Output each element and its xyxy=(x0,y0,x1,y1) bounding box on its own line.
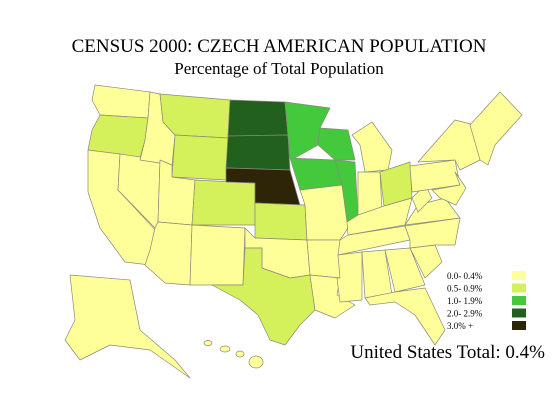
state xyxy=(336,251,363,303)
state xyxy=(364,287,446,346)
legend-label: 0.0- 0.4% xyxy=(447,271,483,281)
state xyxy=(191,179,256,226)
map-subtitle: Percentage of Total Population xyxy=(174,59,384,78)
legend-label: 0.5- 0.9% xyxy=(447,284,483,294)
state xyxy=(171,134,229,181)
us-total: United States Total: 0.4% xyxy=(350,342,545,363)
state xyxy=(384,247,426,293)
state xyxy=(299,184,351,241)
legend-swatch xyxy=(512,308,526,318)
state xyxy=(189,224,246,286)
legend: 0.0- 0.4% 0.5- 0.9% 1.0- 1.9% 2.0- 2.9% 3.0%… xyxy=(447,271,526,331)
legend-swatch xyxy=(512,283,526,293)
state xyxy=(225,134,291,171)
map-title: CENSUS 2000: CZECH AMERICAN POPULATION xyxy=(72,36,487,57)
state xyxy=(469,91,523,166)
state xyxy=(235,350,245,358)
state xyxy=(227,99,289,137)
state xyxy=(203,340,213,346)
state xyxy=(254,202,308,241)
legend-label: 1.0- 1.9% xyxy=(447,296,483,306)
legend-swatch xyxy=(512,271,526,280)
us-map xyxy=(64,84,523,379)
legend-swatch xyxy=(512,321,526,330)
state xyxy=(248,355,264,369)
legend-label: 2.0- 2.9% xyxy=(447,309,483,319)
state xyxy=(431,171,467,206)
legend-label: 3.0% + xyxy=(447,321,473,331)
state xyxy=(284,101,331,159)
state xyxy=(317,127,356,161)
state xyxy=(211,247,316,346)
state xyxy=(219,345,231,353)
state xyxy=(64,274,191,379)
legend-swatch xyxy=(512,296,526,305)
